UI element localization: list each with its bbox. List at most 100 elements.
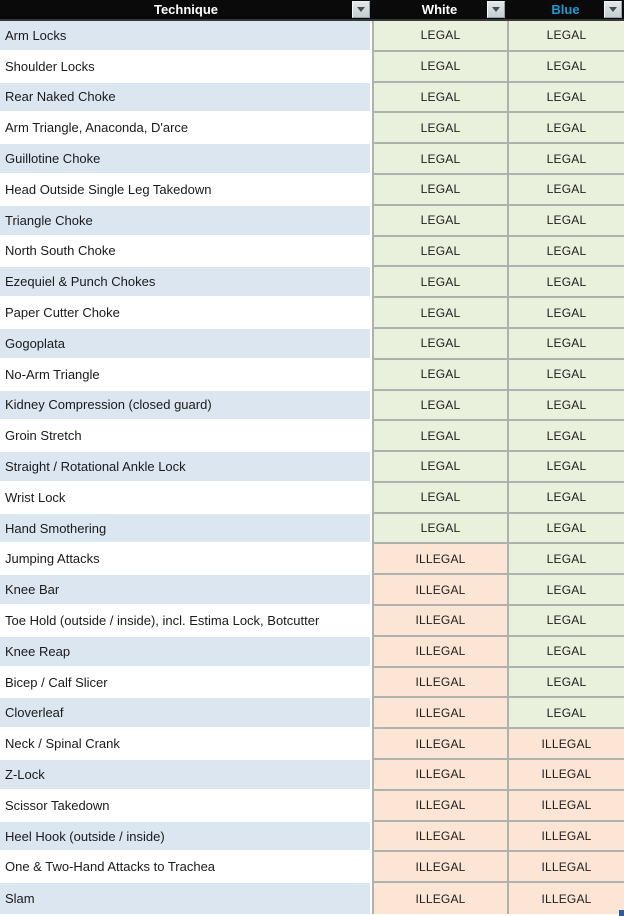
blue-status-cell[interactable]: LEGAL: [507, 421, 624, 453]
table-row: Heel Hook (outside / inside) ILLEGAL ILLEG…: [0, 821, 624, 853]
technique-cell[interactable]: Knee Reap: [0, 636, 372, 668]
blue-status-cell[interactable]: LEGAL: [507, 236, 624, 268]
blue-status-cell[interactable]: ILLEGAL: [507, 790, 624, 822]
blue-status-cell[interactable]: LEGAL: [507, 575, 624, 607]
column-header-technique[interactable]: Technique: [0, 0, 372, 19]
blue-status-cell[interactable]: LEGAL: [507, 82, 624, 114]
white-status-cell[interactable]: ILLEGAL: [372, 821, 507, 853]
filter-dropdown-button-blue[interactable]: [604, 1, 622, 18]
white-status-cell[interactable]: ILLEGAL: [372, 636, 507, 668]
blue-status-cell[interactable]: LEGAL: [507, 606, 624, 637]
white-status-cell[interactable]: ILLEGAL: [372, 667, 507, 699]
blue-status-cell[interactable]: LEGAL: [507, 544, 624, 576]
blue-status-cell[interactable]: ILLEGAL: [507, 852, 624, 884]
technique-cell[interactable]: Toe Hold (outside / inside), incl. Estim…: [0, 606, 372, 637]
technique-cell[interactable]: North South Choke: [0, 236, 372, 268]
filter-dropdown-button-technique[interactable]: [352, 1, 370, 18]
blue-status-cell[interactable]: LEGAL: [507, 359, 624, 391]
technique-cell[interactable]: Z-Lock: [0, 760, 372, 791]
blue-status-cell[interactable]: LEGAL: [507, 513, 624, 545]
table-header-row: Technique White Blue: [0, 0, 624, 21]
blue-status-cell[interactable]: LEGAL: [507, 21, 624, 52]
white-status-cell[interactable]: ILLEGAL: [372, 760, 507, 791]
white-status-cell[interactable]: ILLEGAL: [372, 544, 507, 576]
technique-cell[interactable]: One & Two-Hand Attacks to Trachea: [0, 852, 372, 884]
technique-cell[interactable]: Slam: [0, 883, 372, 914]
table-row: Neck / Spinal Crank ILLEGAL ILLEGAL: [0, 729, 624, 761]
white-status-cell[interactable]: LEGAL: [372, 205, 507, 237]
white-status-cell[interactable]: LEGAL: [372, 482, 507, 514]
blue-status-cell[interactable]: LEGAL: [507, 51, 624, 83]
white-status-cell[interactable]: LEGAL: [372, 298, 507, 329]
filter-dropdown-button-white[interactable]: [487, 1, 505, 18]
white-status-cell[interactable]: LEGAL: [372, 390, 507, 422]
white-status-cell[interactable]: ILLEGAL: [372, 852, 507, 884]
technique-cell[interactable]: Cloverleaf: [0, 698, 372, 730]
white-status-cell[interactable]: ILLEGAL: [372, 883, 507, 914]
technique-cell[interactable]: Head Outside Single Leg Takedown: [0, 174, 372, 206]
technique-cell[interactable]: Groin Stretch: [0, 421, 372, 453]
selection-fill-handle[interactable]: [619, 910, 624, 916]
white-status-cell[interactable]: LEGAL: [372, 328, 507, 360]
white-status-cell[interactable]: LEGAL: [372, 51, 507, 83]
technique-cell[interactable]: Paper Cutter Choke: [0, 298, 372, 329]
white-status-cell[interactable]: LEGAL: [372, 359, 507, 391]
technique-cell[interactable]: Scissor Takedown: [0, 790, 372, 822]
technique-cell[interactable]: Hand Smothering: [0, 513, 372, 545]
technique-cell[interactable]: Rear Naked Choke: [0, 82, 372, 114]
blue-status-cell[interactable]: ILLEGAL: [507, 883, 624, 914]
blue-status-cell[interactable]: LEGAL: [507, 390, 624, 422]
blue-status-cell[interactable]: LEGAL: [507, 636, 624, 668]
white-status-cell[interactable]: LEGAL: [372, 82, 507, 114]
white-status-cell[interactable]: LEGAL: [372, 452, 507, 483]
blue-status-cell[interactable]: LEGAL: [507, 113, 624, 145]
white-status-cell[interactable]: ILLEGAL: [372, 790, 507, 822]
blue-status-cell[interactable]: LEGAL: [507, 174, 624, 206]
white-status-cell[interactable]: LEGAL: [372, 267, 507, 299]
white-status-cell[interactable]: ILLEGAL: [372, 729, 507, 761]
white-status-cell[interactable]: ILLEGAL: [372, 575, 507, 607]
column-header-white[interactable]: White: [372, 0, 507, 19]
blue-status-cell[interactable]: LEGAL: [507, 667, 624, 699]
technique-cell[interactable]: Shoulder Locks: [0, 51, 372, 83]
white-status-cell[interactable]: LEGAL: [372, 174, 507, 206]
technique-cell[interactable]: Knee Bar: [0, 575, 372, 607]
technique-cell[interactable]: No-Arm Triangle: [0, 359, 372, 391]
technique-cell[interactable]: Bicep / Calf Slicer: [0, 667, 372, 699]
white-status-cell[interactable]: LEGAL: [372, 236, 507, 268]
table-row: Arm Triangle, Anaconda, D'arce LEGAL LEGAL: [0, 113, 624, 145]
technique-cell[interactable]: Wrist Lock: [0, 482, 372, 514]
blue-status-cell[interactable]: ILLEGAL: [507, 729, 624, 761]
blue-status-cell[interactable]: LEGAL: [507, 328, 624, 360]
blue-status-cell[interactable]: LEGAL: [507, 698, 624, 730]
technique-cell[interactable]: Guillotine Choke: [0, 144, 372, 175]
technique-cell[interactable]: Ezequiel & Punch Chokes: [0, 267, 372, 299]
technique-cell[interactable]: Arm Triangle, Anaconda, D'arce: [0, 113, 372, 145]
blue-status-cell[interactable]: LEGAL: [507, 205, 624, 237]
white-status-cell[interactable]: LEGAL: [372, 421, 507, 453]
blue-status-cell[interactable]: ILLEGAL: [507, 821, 624, 853]
white-status-cell[interactable]: LEGAL: [372, 513, 507, 545]
blue-status-cell[interactable]: LEGAL: [507, 298, 624, 329]
white-status-cell[interactable]: ILLEGAL: [372, 698, 507, 730]
technique-cell[interactable]: Triangle Choke: [0, 205, 372, 237]
blue-status-cell[interactable]: LEGAL: [507, 144, 624, 175]
white-status-cell[interactable]: LEGAL: [372, 21, 507, 52]
white-status-cell[interactable]: LEGAL: [372, 144, 507, 175]
white-status-cell[interactable]: LEGAL: [372, 113, 507, 145]
white-status-cell[interactable]: ILLEGAL: [372, 606, 507, 637]
technique-cell[interactable]: Straight / Rotational Ankle Lock: [0, 452, 372, 483]
blue-status-cell[interactable]: LEGAL: [507, 267, 624, 299]
technique-cell[interactable]: Kidney Compression (closed guard): [0, 390, 372, 422]
column-header-blue[interactable]: Blue: [507, 0, 624, 19]
blue-status-cell[interactable]: LEGAL: [507, 452, 624, 483]
table-row: Wrist Lock LEGAL LEGAL: [0, 482, 624, 514]
technique-cell[interactable]: Arm Locks: [0, 21, 372, 52]
table-row: Arm Locks LEGAL LEGAL: [0, 21, 624, 52]
technique-cell[interactable]: Heel Hook (outside / inside): [0, 821, 372, 853]
technique-cell[interactable]: Gogoplata: [0, 328, 372, 360]
blue-status-cell[interactable]: LEGAL: [507, 482, 624, 514]
technique-cell[interactable]: Neck / Spinal Crank: [0, 729, 372, 761]
blue-status-cell[interactable]: ILLEGAL: [507, 760, 624, 791]
technique-cell[interactable]: Jumping Attacks: [0, 544, 372, 576]
